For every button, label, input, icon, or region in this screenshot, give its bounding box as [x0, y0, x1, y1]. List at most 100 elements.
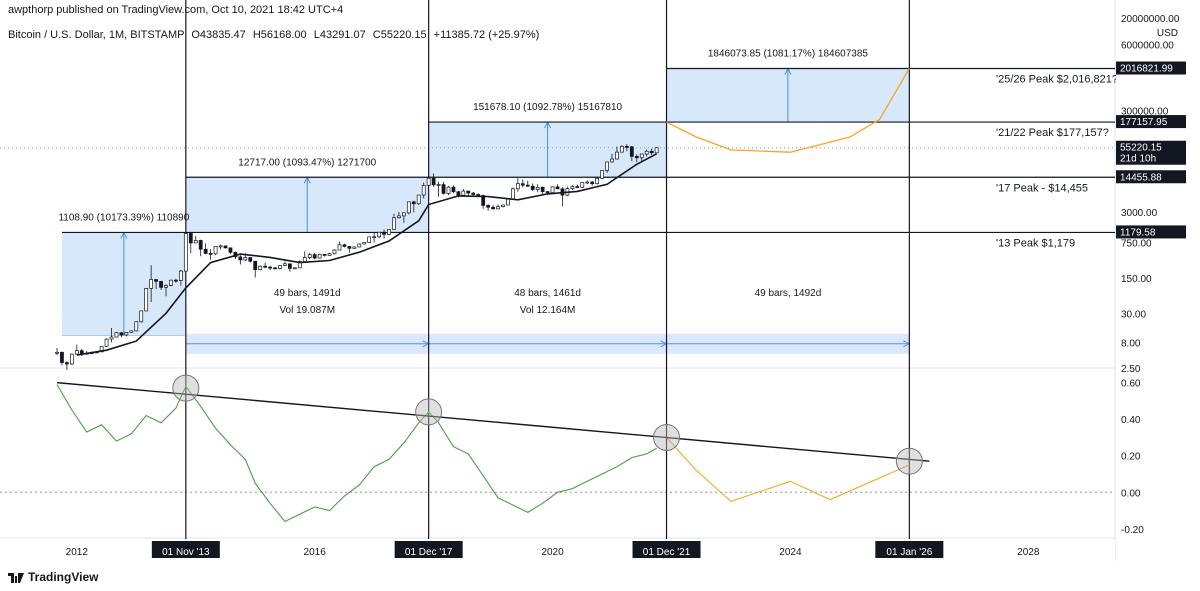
- oscillator-tick-3: 0.20: [1121, 452, 1141, 463]
- candle-body: [491, 206, 495, 210]
- candle-layer: [55, 144, 659, 370]
- candle-body: [248, 257, 253, 262]
- candle-body: [441, 184, 446, 194]
- oscillator-tick-5: -0.20: [1121, 525, 1144, 536]
- peak-label-4: '13 Peak $1,179: [996, 237, 1075, 249]
- candle-body: [79, 350, 84, 354]
- candle-body: [258, 265, 263, 270]
- candle-body: [416, 194, 421, 205]
- candle-body: [317, 253, 322, 259]
- candle-body: [213, 245, 218, 255]
- candle-body: [382, 231, 386, 235]
- candle-body: [297, 261, 302, 269]
- candle-body: [426, 177, 431, 186]
- cycle-date-tag-4: 01 Jan '26: [886, 547, 932, 558]
- price-axis-bg: [1116, 0, 1200, 562]
- ohlc-close: C55220.15: [372, 29, 427, 41]
- symbol-line: Bitcoin / U.S. Dollar, 1M, BITSTAMP O438…: [8, 29, 539, 41]
- price-tick-4: 3000.00: [1121, 208, 1158, 219]
- candle-body: [575, 186, 580, 188]
- time-tick-3: 2020: [541, 547, 564, 558]
- cycle-date-tag-bg-4: [875, 541, 944, 558]
- cycle-date-tag-3: 01 Dec '21: [643, 547, 691, 558]
- candle-body: [397, 215, 401, 219]
- candle-body: [144, 288, 149, 312]
- candle-body: [114, 332, 119, 338]
- cycle-date-tag-bg-2: [394, 541, 463, 558]
- candle-body: [253, 260, 258, 270]
- candle-body: [352, 246, 357, 249]
- time-tick-1: 2012: [66, 547, 89, 558]
- candle-body: [525, 184, 530, 187]
- candle-body: [124, 332, 129, 336]
- candle-body: [590, 181, 595, 185]
- candle-body: [595, 177, 600, 185]
- candle-body: [342, 244, 347, 247]
- candle-body: [278, 265, 282, 269]
- measure-label-2: 12717.00 (1093.47%) 1271700: [238, 157, 376, 168]
- tradingview-logo[interactable]: TradingView: [8, 570, 98, 584]
- measure-label-1: 1108.90 (10173.39%) 110890: [58, 212, 189, 223]
- candle-body: [377, 231, 381, 238]
- candle-body: [451, 186, 456, 193]
- candle-body: [367, 236, 372, 243]
- candle-body: [615, 151, 619, 160]
- candle-body: [600, 170, 604, 179]
- candle-body: [387, 229, 391, 235]
- candle-body: [481, 195, 486, 206]
- candle-body: [605, 161, 609, 171]
- candle-body: [174, 279, 178, 282]
- publisher-line: awpthorp published on TradingView.com, O…: [8, 4, 344, 16]
- candle-body: [456, 191, 461, 196]
- candle-body: [585, 181, 590, 184]
- candle-body: [446, 186, 451, 194]
- candle-body: [362, 242, 367, 245]
- time-tick-5: 2028: [1017, 547, 1040, 558]
- price-tick-7: 30.00: [1121, 309, 1146, 320]
- candle-body: [392, 217, 396, 230]
- time-axis-bg: [0, 539, 1115, 562]
- moving-average-line: [76, 153, 657, 356]
- cycle-circle-2: [415, 398, 443, 426]
- candle-body: [620, 146, 624, 153]
- candle-body: [476, 194, 481, 196]
- candle-body: [178, 270, 183, 281]
- candle-body: [288, 263, 292, 269]
- candle-body: [55, 351, 59, 354]
- cycle-line-layer: [185, 0, 910, 562]
- candle-body: [506, 198, 510, 206]
- oscillator-line: [56, 384, 657, 523]
- time-tick-2: 2016: [304, 547, 327, 558]
- candle-body: [218, 245, 223, 248]
- candle-body: [139, 310, 144, 323]
- candle-body: [149, 279, 154, 289]
- ohlc-open: O43835.47: [191, 29, 246, 41]
- candle-body: [154, 279, 158, 282]
- candle-body: [109, 336, 114, 340]
- candle-body: [183, 233, 188, 272]
- price-tag-5: 1179.58: [1120, 227, 1156, 238]
- candle-body: [496, 206, 500, 210]
- candle-body: [461, 190, 466, 196]
- candle-body: [273, 267, 277, 270]
- label-layer: 1108.90 (10173.39%) 110890 12717.00 (1093…: [58, 49, 1118, 317]
- candle-body: [243, 257, 248, 261]
- candle-body: [580, 182, 585, 188]
- price-tag-4: 14455.88: [1120, 172, 1162, 183]
- candle-body: [570, 186, 575, 189]
- price-axis-unit: USD: [1157, 28, 1178, 39]
- candle-body: [60, 351, 64, 363]
- candle-body: [466, 190, 471, 194]
- candle-body: [292, 267, 297, 270]
- candle-body: [515, 183, 520, 190]
- candle-body: [69, 353, 74, 365]
- price-tag-bg-4: [1116, 170, 1186, 184]
- candle-body: [223, 245, 228, 249]
- cycle-date-tag-1: 01 Nov '13: [162, 547, 210, 558]
- date-range-label-3-1: 49 bars, 1492d: [755, 288, 822, 299]
- candle-body: [421, 185, 426, 196]
- price-tick-5: 750.00: [1121, 238, 1152, 249]
- candle-body: [610, 158, 614, 163]
- candle-body: [634, 156, 639, 159]
- candle-body: [327, 253, 332, 256]
